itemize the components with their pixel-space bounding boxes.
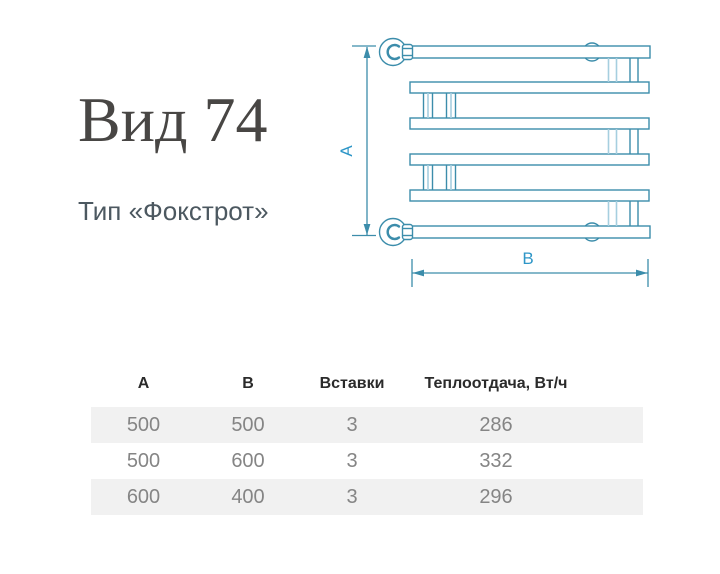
col-header-b: В	[242, 375, 254, 392]
table-row: 500 600 3 332	[91, 443, 643, 479]
table-cell: 500	[231, 413, 265, 436]
spec-table: А В Вставки Теплоотдача, Вт/ч 500 500 3 286…	[91, 361, 643, 515]
table-row: 500 500 3 286	[91, 407, 643, 443]
mount-ring-icon	[378, 217, 414, 247]
table-cell: 3	[346, 413, 358, 436]
col-header-heat-output: Теплоотдача, Вт/ч	[424, 375, 568, 392]
pipe-connectors	[422, 58, 639, 226]
table-row: 600 400 3 296	[91, 479, 643, 515]
table-cell: 286	[479, 413, 513, 436]
dimension-b-label: В	[522, 249, 533, 268]
radiator-diagram: А В	[337, 37, 651, 287]
table-cell: 500	[126, 449, 161, 472]
table-cell: 600	[126, 485, 161, 508]
table-cell: 332	[479, 449, 513, 472]
mount-ring-icon	[378, 37, 414, 67]
pipe-connector	[607, 58, 639, 82]
col-header-a: А	[137, 375, 150, 392]
table-cell: 3	[346, 449, 358, 472]
table-cell: 296	[479, 485, 513, 508]
pipe-connector	[607, 201, 639, 226]
product-type-subtitle: Тип «Фокстрот»	[78, 196, 269, 226]
col-header-inserts: Вставки	[319, 375, 385, 392]
dimension-b: В	[411, 249, 649, 287]
dimension-a: А	[337, 45, 376, 237]
spec-table-body: 500 500 3 286 500 600 3 332 600 400 3 296	[91, 407, 643, 515]
wall-bracket-icon	[582, 42, 602, 242]
radiator-bars	[402, 45, 651, 239]
table-cell: 500	[126, 413, 161, 436]
table-cell: 600	[231, 449, 265, 472]
page-title: Вид 74	[78, 84, 268, 155]
dimension-a-label: А	[337, 145, 356, 157]
header-row: А В Вставки Теплоотдача, Вт/ч	[91, 361, 643, 407]
pipe-connector	[422, 93, 457, 118]
pipe-connector	[422, 165, 457, 190]
spec-table-header: А В Вставки Теплоотдача, Вт/ч	[91, 361, 643, 407]
table-cell: 3	[346, 485, 358, 508]
table-cell: 400	[231, 485, 265, 508]
pipe-connector	[607, 129, 639, 154]
